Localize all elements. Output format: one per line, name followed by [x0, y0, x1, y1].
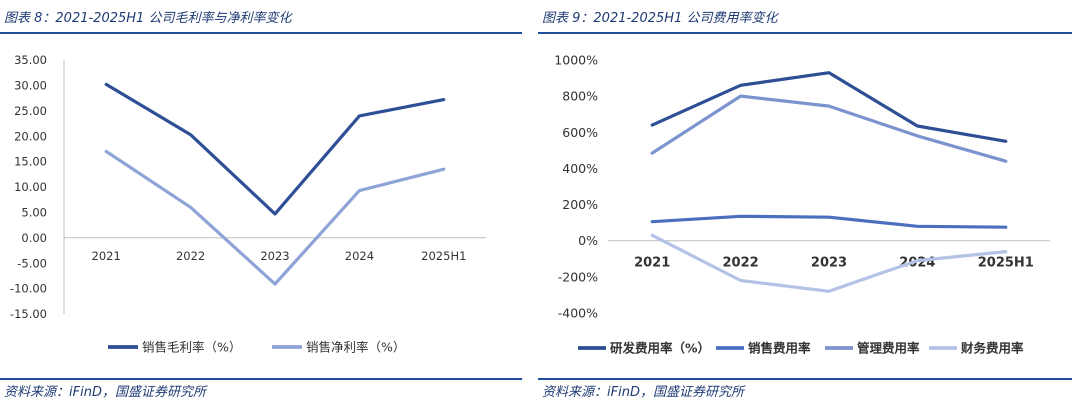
- x-tick-label: 2023: [260, 249, 289, 263]
- expense-line-chart: 1000% 800% 600% 400% 200% 0% -200% -400% 2021 202…: [554, 53, 1050, 356]
- chart-title: 图表 8：2021-2025H1 公司毛利率与净利率变化: [4, 11, 292, 26]
- legend-label: 管理费用率: [857, 341, 920, 356]
- x-tick-label: 2023: [811, 256, 847, 271]
- legend-label: 销售毛利率（%）: [142, 340, 241, 355]
- series-line-3: [650, 94, 1008, 163]
- series-line-1: [650, 71, 1008, 143]
- y-tick-label: 30.00: [14, 79, 47, 93]
- title-divider: [538, 32, 1072, 34]
- y-tick-label: 0.00: [21, 231, 47, 245]
- source-note: 资料来源：iFinD，国盛证券研究所: [542, 385, 744, 400]
- x-tick-label: 2024: [345, 249, 374, 263]
- chart-title: 图表 9：2021-2025H1 公司费用率变化: [542, 11, 778, 26]
- gross-net-margin-panel: 图表 8：2021-2025H1 公司毛利率与净利率变化 35.00 30.00 2…: [0, 0, 522, 415]
- y-tick-label: 10.00: [14, 180, 47, 194]
- y-tick-label: -200%: [558, 269, 598, 284]
- legend-label: 研发费用率（%）: [610, 341, 710, 356]
- legend-label: 销售费用率: [748, 341, 811, 356]
- title-divider: [0, 32, 522, 34]
- series-line-2: [104, 149, 446, 286]
- series-line-4: [650, 233, 1008, 293]
- series-line-1: [104, 82, 446, 216]
- x-tick-label: 2021: [92, 249, 121, 263]
- y-tick-label: 600%: [562, 125, 598, 140]
- legend-label: 财务费用率: [960, 341, 1024, 356]
- x-tick-label: 2021: [634, 256, 670, 271]
- y-tick-label: -400%: [558, 306, 598, 321]
- y-tick-label: 0%: [578, 233, 598, 248]
- series-line-2: [650, 214, 1008, 229]
- y-tick-label: -15.00: [10, 307, 47, 321]
- source-divider: [0, 378, 522, 380]
- legend-label: 销售净利率（%）: [306, 340, 405, 355]
- y-tick-label: 20.00: [14, 129, 47, 143]
- x-tick-label: 2022: [176, 249, 205, 263]
- y-tick-label: -10.00: [10, 282, 47, 296]
- source-divider: [538, 378, 1072, 380]
- x-tick-label: 2022: [723, 256, 759, 271]
- y-tick-label: 200%: [562, 197, 598, 212]
- expense-ratio-panel: 图表 9：2021-2025H1 公司费用率变化 1000% 800% 600% 40…: [538, 0, 1072, 415]
- y-tick-label: 400%: [562, 161, 598, 176]
- y-tick-label: -5.00: [17, 256, 47, 270]
- y-tick-label: 35.00: [14, 53, 47, 67]
- x-tick-label: 2025H1: [421, 249, 466, 263]
- x-tick-label: 2025H1: [978, 256, 1034, 271]
- margin-line-chart: 35.00 30.00 25.00 20.00 15.00 10.00 5.00 0.00 -5…: [10, 53, 486, 355]
- y-tick-label: 15.00: [14, 155, 47, 169]
- source-note: 资料来源：iFinD，国盛证券研究所: [4, 385, 206, 400]
- y-tick-label: 5.00: [21, 206, 47, 220]
- y-tick-label: 800%: [562, 89, 598, 104]
- y-tick-label: 1000%: [554, 53, 598, 68]
- y-tick-label: 25.00: [14, 104, 47, 118]
